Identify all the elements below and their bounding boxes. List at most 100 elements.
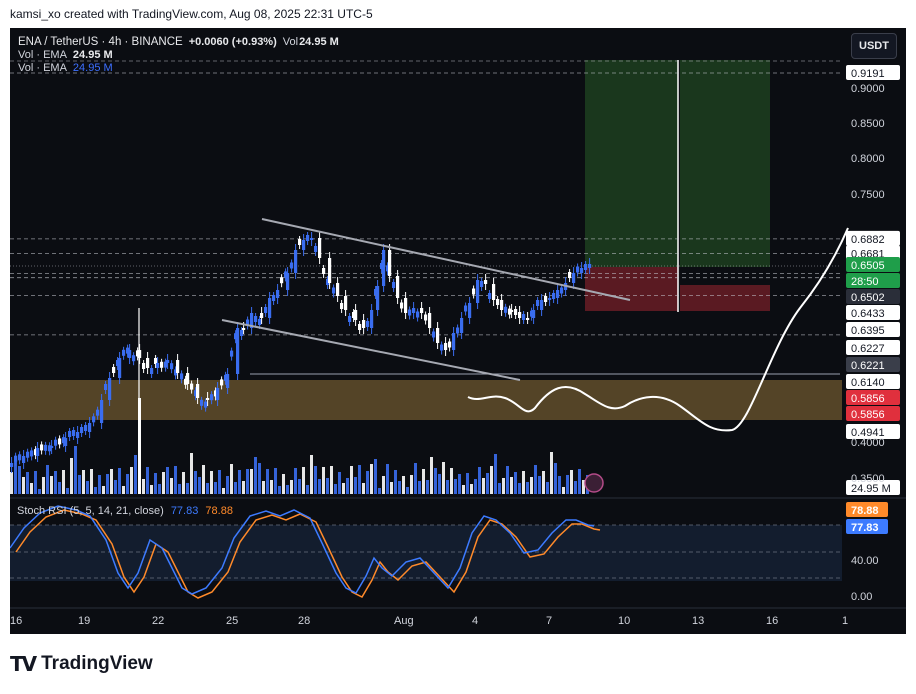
candle[interactable] — [150, 368, 154, 374]
candle[interactable] — [116, 360, 120, 366]
candle[interactable] — [444, 343, 448, 350]
candle[interactable] — [544, 296, 548, 302]
candle[interactable] — [118, 358, 122, 378]
currency-button[interactable]: USDT — [851, 33, 897, 59]
candle[interactable] — [380, 263, 384, 269]
candle[interactable] — [132, 355, 136, 362]
candle[interactable] — [190, 383, 194, 390]
candle[interactable] — [204, 401, 208, 408]
candle[interactable] — [492, 284, 496, 300]
candle[interactable] — [230, 350, 234, 357]
candle[interactable] — [532, 310, 536, 318]
candle[interactable] — [382, 250, 386, 286]
candle[interactable] — [268, 298, 272, 318]
candle[interactable] — [44, 444, 48, 451]
candle[interactable] — [468, 303, 472, 318]
candle[interactable] — [286, 273, 290, 290]
candle[interactable] — [518, 312, 522, 318]
candle[interactable] — [314, 246, 318, 252]
candle[interactable] — [340, 303, 344, 309]
candle[interactable] — [164, 361, 168, 368]
candle[interactable] — [64, 438, 68, 446]
channel-lower-line[interactable] — [221, 319, 521, 381]
stop-zone[interactable] — [585, 267, 678, 311]
candle[interactable] — [216, 388, 220, 400]
candle[interactable] — [388, 250, 392, 276]
candle[interactable] — [552, 293, 556, 299]
candle[interactable] — [480, 281, 484, 287]
candle[interactable] — [136, 350, 140, 357]
candle[interactable] — [26, 451, 30, 458]
candle[interactable] — [530, 310, 534, 317]
chart-canvas[interactable]: 0.91910.68820.66810.650528:500.65020.643… — [10, 28, 906, 634]
candle[interactable] — [146, 358, 150, 368]
candle[interactable] — [588, 264, 592, 268]
candle[interactable] — [92, 416, 96, 423]
candle[interactable] — [560, 287, 564, 294]
candle[interactable] — [242, 328, 246, 330]
candle[interactable] — [214, 390, 218, 397]
candle[interactable] — [14, 455, 18, 462]
candle[interactable] — [194, 390, 198, 397]
candle[interactable] — [536, 300, 540, 306]
candle[interactable] — [284, 271, 288, 278]
channel-upper-line[interactable] — [261, 218, 631, 301]
candle[interactable] — [280, 277, 284, 284]
candle[interactable] — [370, 310, 374, 328]
candle[interactable] — [210, 394, 214, 401]
candle[interactable] — [254, 316, 258, 322]
candle[interactable] — [264, 307, 268, 313]
alert-icon[interactable] — [584, 473, 604, 493]
candle[interactable] — [184, 378, 188, 385]
candle[interactable] — [138, 350, 142, 358]
candle[interactable] — [514, 309, 518, 315]
candle[interactable] — [408, 309, 412, 316]
candle[interactable] — [548, 298, 552, 300]
candle[interactable] — [276, 290, 280, 298]
candle[interactable] — [176, 360, 180, 373]
candle[interactable] — [326, 279, 330, 285]
projection-path[interactable] — [467, 227, 849, 432]
candle[interactable] — [246, 319, 250, 326]
candle[interactable] — [170, 363, 174, 370]
candle[interactable] — [580, 268, 584, 273]
candle[interactable] — [48, 445, 52, 452]
candle[interactable] — [584, 264, 588, 270]
candle[interactable] — [452, 333, 456, 350]
candle[interactable] — [344, 296, 348, 310]
candle[interactable] — [220, 379, 224, 386]
candle[interactable] — [500, 300, 504, 310]
candle[interactable] — [156, 363, 160, 368]
candle[interactable] — [122, 349, 126, 356]
candle[interactable] — [306, 235, 310, 241]
candle[interactable] — [258, 319, 262, 325]
candle[interactable] — [576, 266, 580, 273]
candle[interactable] — [180, 373, 184, 380]
candle[interactable] — [226, 374, 230, 388]
candle[interactable] — [352, 312, 356, 318]
candle[interactable] — [224, 374, 228, 381]
candle[interactable] — [84, 425, 88, 431]
candle[interactable] — [310, 238, 314, 240]
candle[interactable] — [302, 240, 306, 250]
candle[interactable] — [72, 430, 76, 436]
candle[interactable] — [386, 265, 390, 272]
candle[interactable] — [460, 318, 464, 333]
candle[interactable] — [404, 298, 408, 313]
candle[interactable] — [50, 446, 54, 448]
candle[interactable] — [522, 314, 526, 320]
candle[interactable] — [362, 320, 366, 328]
candle[interactable] — [428, 313, 432, 328]
candle[interactable] — [396, 276, 400, 298]
candle[interactable] — [18, 454, 22, 461]
candle[interactable] — [206, 398, 210, 400]
candle[interactable] — [30, 450, 34, 457]
candle[interactable] — [100, 400, 104, 423]
candle[interactable] — [508, 308, 512, 315]
candle[interactable] — [96, 409, 100, 416]
candle[interactable] — [510, 310, 514, 312]
candle[interactable] — [272, 295, 276, 301]
candle[interactable] — [128, 350, 132, 358]
candle[interactable] — [504, 306, 508, 313]
candle[interactable] — [332, 287, 336, 294]
